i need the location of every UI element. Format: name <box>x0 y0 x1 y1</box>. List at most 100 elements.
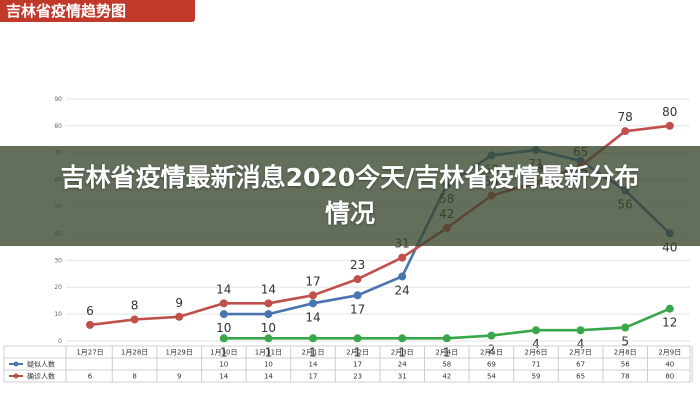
data-table: 1月27日 1月28日 1月29日 1月30日 1月31日 2月1日 2月2日 2月3日 2月4… <box>3 345 693 383</box>
y-tick-label: 20 <box>54 284 62 291</box>
data-label: 23 <box>350 258 365 272</box>
table-cell: 80 <box>665 373 674 381</box>
data-point <box>219 310 228 319</box>
data-label: 4 <box>532 337 540 351</box>
table-cell: 10 <box>219 361 228 369</box>
headline-overlay: 吉林省疫情最新消息2020今天/吉林省疫情最新分布情况 <box>0 146 700 246</box>
data-point <box>353 275 362 284</box>
table-cell: 23 <box>353 373 362 381</box>
x-tick-label: 2月8日 <box>614 349 637 357</box>
x-tick-label: 2月7日 <box>569 349 592 357</box>
legend-marker <box>13 373 19 379</box>
data-point <box>175 312 184 321</box>
data-label: 1 <box>354 345 362 359</box>
x-tick-label: 2月2日 <box>346 349 369 357</box>
data-point <box>353 291 362 300</box>
data-point <box>219 299 228 308</box>
x-tick-label: 2月3日 <box>391 349 414 357</box>
legend-label: 确诊人数 <box>27 372 55 381</box>
data-point <box>219 334 228 343</box>
table-cell: 17 <box>353 361 362 369</box>
y-tick-label: 30 <box>54 257 62 264</box>
table-cell: 71 <box>532 361 541 369</box>
data-point <box>621 323 630 332</box>
data-point <box>309 299 317 308</box>
x-tick-label: 2月9日 <box>658 349 681 357</box>
data-point <box>264 299 273 308</box>
data-label: 1 <box>265 345 273 359</box>
data-point <box>442 334 451 343</box>
table-border <box>3 345 691 383</box>
x-tick-label: 1月28日 <box>121 349 148 357</box>
series-line <box>223 307 671 340</box>
data-point <box>264 310 273 319</box>
data-label: 1 <box>220 345 228 359</box>
y-tick-label: 90 <box>54 96 62 103</box>
data-label: 17 <box>305 274 320 288</box>
table-cell: 42 <box>442 373 451 381</box>
table-cell: 40 <box>665 361 674 369</box>
data-point <box>576 326 585 335</box>
x-tick-label: 1月31日 <box>255 349 282 357</box>
data-label: 1 <box>398 345 406 359</box>
data-point <box>353 334 362 343</box>
data-label: 17 <box>350 302 365 316</box>
table-cell: 31 <box>398 373 407 381</box>
table-cell: 6 <box>88 373 93 381</box>
data-label: 78 <box>618 110 633 124</box>
headline-text: 吉林省疫情最新消息2020今天/吉林省疫情最新分布情况 <box>60 163 640 228</box>
data-point <box>621 127 630 136</box>
data-label: 14 <box>216 282 231 296</box>
chart-title: 吉林省疫情趋势图 <box>0 0 195 22</box>
y-tick-label: 0 <box>58 338 62 345</box>
x-tick-label: 2月4日 <box>435 349 458 357</box>
data-point <box>665 121 674 130</box>
table-cell: 14 <box>264 373 273 381</box>
data-point <box>487 331 496 340</box>
data-point <box>130 315 139 324</box>
data-point <box>309 334 317 343</box>
data-label: 24 <box>395 283 410 297</box>
data-label: 10 <box>261 321 276 335</box>
data-point <box>264 334 273 343</box>
y-tick-label: 10 <box>54 311 62 318</box>
data-label: 12 <box>662 316 677 330</box>
table-cell: 65 <box>576 373 585 381</box>
table-cell: 58 <box>442 361 451 369</box>
table-cell: 8 <box>132 373 136 381</box>
table-cell: 9 <box>177 373 181 381</box>
data-point <box>398 334 407 343</box>
y-tick-label: 80 <box>54 123 62 130</box>
data-label: 14 <box>305 310 320 324</box>
data-label: 2 <box>488 343 496 357</box>
data-label: 10 <box>216 321 231 335</box>
data-label: 1 <box>309 345 317 359</box>
x-tick-label: 2月1日 <box>302 349 325 357</box>
x-tick-label: 1月30日 <box>210 349 237 357</box>
data-label: 1 <box>443 345 451 359</box>
data-point <box>398 272 407 281</box>
data-label: 6 <box>86 304 94 318</box>
table-cell: 14 <box>309 361 318 369</box>
table-cell: 59 <box>532 373 541 381</box>
data-point <box>665 304 674 313</box>
x-tick-label: 2月5日 <box>480 349 503 357</box>
table-cell: 10 <box>264 361 273 369</box>
data-label: 9 <box>175 296 183 310</box>
data-point <box>309 291 317 300</box>
data-point <box>532 326 540 335</box>
table-cell: 14 <box>219 373 228 381</box>
data-label: 80 <box>662 105 677 119</box>
data-label: 5 <box>621 335 629 349</box>
table-cell: 54 <box>487 373 496 381</box>
x-tick-label: 1月27日 <box>76 349 103 357</box>
legend-label: 疑似人数 <box>27 360 55 369</box>
data-point <box>86 320 94 329</box>
legend-marker <box>13 361 19 367</box>
table-cell: 69 <box>487 361 496 369</box>
x-tick-label: 2月6日 <box>525 349 548 357</box>
table-cell: 78 <box>621 373 630 381</box>
table-cell: 17 <box>309 373 318 381</box>
data-point <box>398 253 407 262</box>
table-cell: 24 <box>398 361 407 369</box>
